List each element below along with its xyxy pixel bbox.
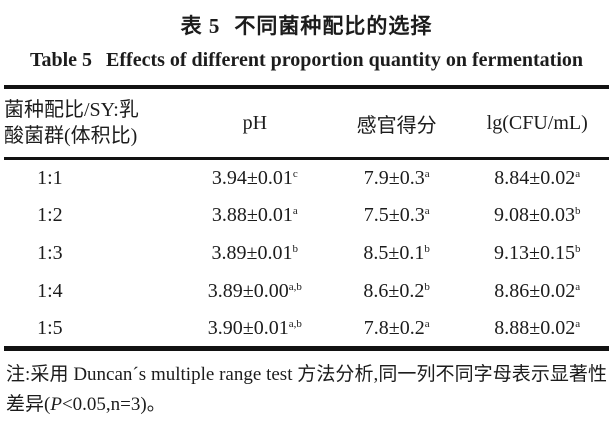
cfu-cell: 8.86±0.02a: [465, 273, 609, 311]
ph-cell: 3.89±0.01b: [182, 235, 328, 273]
table-title-cn: 表 5 不同菌种配比的选择: [4, 10, 609, 40]
table-title-en-text: Effects of different proportion quantity…: [106, 49, 584, 71]
cfu-value: 8.88±0.02: [494, 316, 576, 339]
cfu-value: 9.08±0.03: [493, 204, 575, 226]
ph-value: 3.89±0.01: [211, 242, 293, 264]
significance-superscript: a: [575, 281, 581, 293]
note-prefix: 注:采用 Duncan´s multiple range test 方法分析,同…: [6, 364, 607, 416]
sensory-value: 8.6±0.2: [363, 280, 425, 302]
cfu-cell: 8.84±0.02a: [465, 159, 609, 197]
header-ratio-line2: 酸菌群(体积比): [4, 125, 138, 147]
sensory-cell: 7.5±0.3a: [328, 197, 466, 235]
table-header: 菌种配比/SY:乳 酸菌群(体积比) pH 感官得分 lg(CFU/mL): [4, 87, 609, 159]
sensory-value: 7.8±0.2: [363, 316, 425, 339]
results-table: 菌种配比/SY:乳 酸菌群(体积比) pH 感官得分 lg(CFU/mL) 1:…: [4, 85, 609, 351]
header-ph: pH: [242, 111, 268, 134]
significance-superscript: a,b: [288, 281, 302, 293]
table-row: 1:3 3.89±0.01b 8.5±0.1b 9.13±0.15b: [4, 235, 609, 273]
table-row: 1:4 3.89±0.00a,b 8.6±0.2b 8.86±0.02a: [4, 273, 609, 311]
sensory-cell: 8.5±0.1b: [328, 235, 466, 273]
cfu-cell: 8.88±0.02a: [465, 311, 609, 349]
significance-superscript: a,b: [288, 317, 302, 330]
significance-superscript: a: [424, 167, 430, 180]
significance-superscript: a: [292, 205, 298, 217]
table-row: 1:1 3.94±0.01c 7.9±0.3a 8.84±0.02a: [4, 159, 609, 197]
ph-value: 3.88±0.01: [211, 204, 293, 226]
table-title-en: Table 5 Effects of different proportion q…: [4, 49, 609, 72]
note-p-symbol: P: [50, 394, 62, 416]
ph-cell: 3.90±0.01a,b: [182, 311, 328, 349]
ph-value: 3.90±0.01: [207, 316, 289, 339]
sensory-cell: 7.9±0.3a: [328, 159, 466, 197]
note-suffix: <0.05,n=3)。: [61, 394, 166, 416]
ph-value: 3.89±0.00: [207, 280, 289, 302]
cfu-value: 9.13±0.15: [493, 242, 575, 264]
sensory-value: 7.9±0.3: [363, 166, 425, 189]
ratio-cell: 1:4: [37, 280, 63, 302]
significance-superscript: b: [574, 243, 581, 255]
significance-superscript: a: [575, 167, 581, 180]
sensory-cell: 7.8±0.2a: [328, 311, 466, 349]
header-cfu: lg(CFU/mL): [486, 111, 588, 134]
significance-superscript: a: [424, 205, 430, 217]
cfu-value: 8.86±0.02: [494, 280, 576, 302]
ratio-cell: 1:3: [37, 242, 63, 264]
cfu-value: 8.84±0.02: [494, 166, 576, 189]
ph-cell: 3.89±0.00a,b: [182, 273, 328, 311]
ph-cell: 3.94±0.01c: [182, 159, 328, 197]
significance-superscript: a: [575, 317, 581, 330]
table-row: 1:5 3.90±0.01a,b 7.8±0.2a 8.88±0.02a: [4, 311, 609, 349]
sensory-value: 7.5±0.3: [363, 204, 425, 226]
header-sensory-score: 感官得分: [356, 114, 437, 137]
table-title-cn-text: 不同菌种配比的选择: [234, 14, 433, 38]
table-row: 1:2 3.88±0.01a 7.5±0.3a 9.08±0.03b: [4, 197, 609, 235]
significance-superscript: b: [424, 281, 430, 293]
table-number-cn: 表 5: [180, 14, 221, 38]
header-ratio: 菌种配比/SY:乳 酸菌群(体积比): [4, 87, 182, 159]
table-number-en: Table 5: [29, 49, 93, 71]
sensory-cell: 8.6±0.2b: [328, 273, 466, 311]
ratio-cell: 1:2: [37, 204, 63, 226]
significance-superscript: b: [424, 243, 430, 255]
table-note: 注:采用 Duncan´s multiple range test 方法分析,同…: [4, 360, 609, 421]
ph-cell: 3.88±0.01a: [182, 197, 328, 235]
cfu-cell: 9.08±0.03b: [465, 197, 609, 235]
significance-superscript: b: [292, 243, 299, 255]
significance-superscript: b: [574, 205, 581, 217]
header-row: 菌种配比/SY:乳 酸菌群(体积比) pH 感官得分 lg(CFU/mL): [4, 87, 609, 159]
sensory-value: 8.5±0.1: [363, 242, 425, 264]
ph-value: 3.94±0.01: [211, 166, 293, 189]
ratio-cell: 1:1: [37, 166, 63, 189]
header-ratio-line1: 菌种配比/SY:乳: [4, 99, 139, 121]
ratio-cell: 1:5: [37, 316, 63, 339]
cfu-cell: 9.13±0.15b: [465, 235, 609, 273]
significance-superscript: c: [292, 167, 298, 180]
table-body: 1:1 3.94±0.01c 7.9±0.3a 8.84±0.02a 1:2 3…: [4, 159, 609, 349]
significance-superscript: a: [424, 317, 430, 330]
